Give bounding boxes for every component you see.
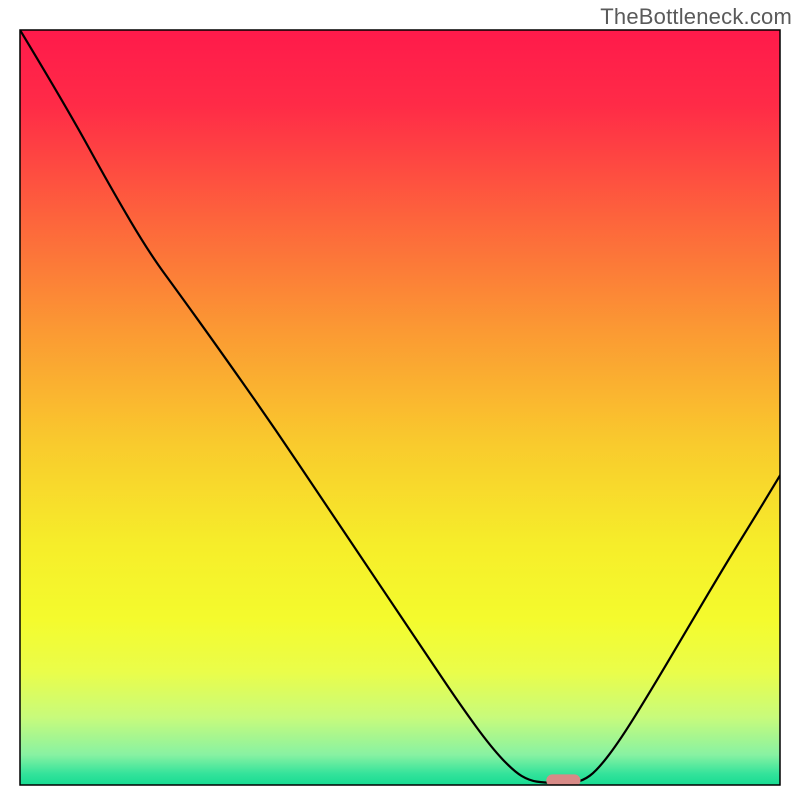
plot-svg <box>0 0 800 800</box>
bottleneck-chart: TheBottleneck.com <box>0 0 800 800</box>
watermark-label: TheBottleneck.com <box>600 4 792 30</box>
